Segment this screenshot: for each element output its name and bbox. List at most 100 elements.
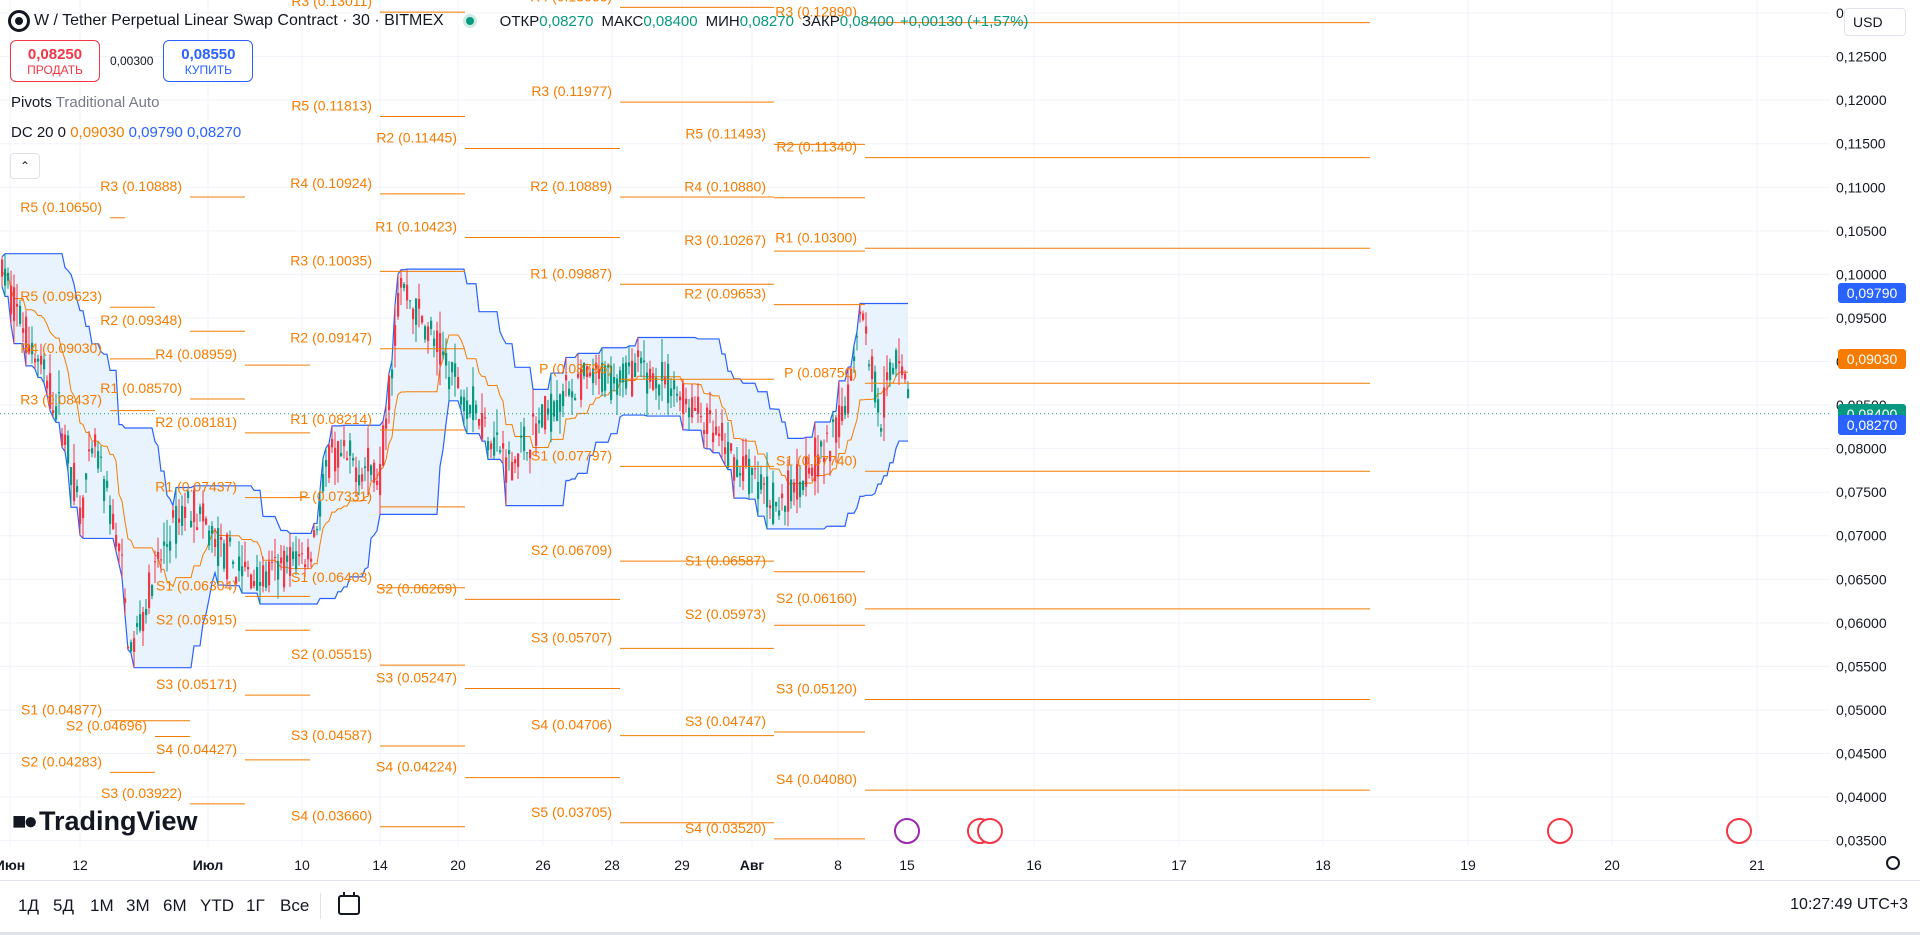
candle-body [838, 405, 841, 438]
candle-body [703, 430, 706, 434]
y-tick-label: 0,10000 [1836, 266, 1887, 282]
period-1y[interactable]: 1Г [246, 896, 265, 915]
candle-body [364, 466, 367, 469]
candle-body [199, 506, 202, 515]
candle-body [220, 537, 223, 540]
period-1d[interactable]: 1Д [18, 896, 39, 915]
y-tick-label: 0,08000 [1836, 441, 1887, 457]
period-3m[interactable]: 3М [126, 896, 150, 915]
candle-body [766, 476, 769, 508]
gear-icon[interactable] [1886, 856, 1900, 870]
period-ytd[interactable]: YTD [200, 896, 234, 915]
collapse-legend-button[interactable]: ⌃ [10, 153, 40, 179]
candle-body [223, 543, 226, 569]
pivot-label: S2 (0.06269) [376, 580, 457, 596]
logo-text: TradingView [39, 806, 198, 836]
buy-price: 0,08550 [181, 45, 236, 63]
period-all[interactable]: Все [280, 896, 310, 915]
pivots-indicator-legend[interactable]: Pivots Traditional Auto [11, 94, 159, 111]
toolbar-separator [320, 893, 321, 919]
pivot-label: R4 (0.08959) [155, 346, 237, 362]
candle-body [727, 441, 730, 468]
pivot-label: S5 (0.03705) [531, 804, 612, 820]
candle-body [664, 377, 667, 385]
sell-button[interactable]: 0,08250 ПРОДАТЬ [10, 40, 100, 82]
candle-body [88, 449, 91, 452]
period-1m[interactable]: 1М [90, 896, 114, 915]
symbol-title[interactable]: W / Tether Perpetual Linear Swap Contrac… [34, 12, 444, 29]
pivot-label: S2 (0.05973) [685, 606, 766, 622]
candle-body [730, 443, 733, 451]
candle-body [571, 391, 574, 398]
candle-body [301, 553, 304, 555]
period-6m[interactable]: 6М [163, 896, 187, 915]
pivot-label: R2 (0.08181) [155, 414, 237, 430]
dc-upper-value: 0,09030 [70, 124, 125, 141]
candle-body [109, 505, 112, 524]
candle-body [235, 576, 238, 584]
candle-body [205, 518, 208, 525]
candle-body [343, 440, 346, 447]
period-5d[interactable]: 5Д [53, 896, 74, 915]
pivot-label: S4 (0.04080) [776, 771, 857, 787]
candle-body [589, 372, 592, 377]
candle-body [457, 377, 460, 389]
high-label: МАКС [601, 12, 644, 30]
candle-body [424, 326, 427, 340]
candle-body [622, 363, 625, 383]
candle-body [331, 438, 334, 448]
candle-body [340, 452, 343, 457]
candle-body [415, 298, 418, 325]
candle-body [694, 407, 697, 411]
candle-body [526, 452, 529, 454]
pivot-label: R2 (0.09653) [684, 286, 766, 302]
clock[interactable]: 10:27:49 UTC+3 [1790, 896, 1908, 913]
candle-body [226, 534, 229, 580]
pivot-label: S3 (0.03922) [101, 785, 182, 801]
candle-body [73, 462, 76, 502]
pivot-label: S1 (0.04877) [21, 702, 102, 718]
dc-lower-line [1, 286, 908, 669]
calendar-icon[interactable] [338, 892, 360, 915]
candle-body [34, 358, 37, 363]
candle-body [613, 376, 616, 384]
candle-body [139, 614, 142, 631]
pivot-label: R4 (0.10880) [684, 179, 766, 195]
currency-select[interactable]: USD [1844, 8, 1906, 36]
candle-body [79, 507, 82, 524]
candle-body [478, 419, 481, 426]
y-tick-label: 0,11000 [1836, 179, 1886, 195]
y-tick-label: 0,12000 [1836, 92, 1887, 108]
candle-body [562, 391, 565, 407]
candle-body [511, 461, 514, 481]
y-tick-label: 0,09500 [1836, 310, 1887, 326]
candle-body [262, 565, 265, 587]
candle-body [385, 418, 388, 429]
candle-body [304, 564, 307, 568]
candle-body [103, 479, 106, 502]
candle-body [529, 449, 532, 459]
pivot-label: P (0.08796) [539, 360, 612, 376]
pivot-label: R3 (0.08437) [20, 392, 102, 408]
pivot-label: S2 (0.06709) [531, 542, 612, 558]
candle-body [397, 292, 400, 317]
candle-body [319, 501, 322, 517]
candle-body [274, 556, 277, 558]
candle-body [64, 434, 67, 445]
buy-button[interactable]: 0,08550 КУПИТЬ [163, 40, 254, 82]
pivot-label: R1 (0.10423) [375, 219, 457, 235]
dc-indicator-legend[interactable]: DC 20 0 0,09030 0,09790 0,08270 [11, 124, 241, 141]
pivot-label: R2 (0.09147) [290, 330, 372, 346]
candle-body [769, 505, 772, 509]
candle-body [520, 435, 523, 438]
candle-body [115, 535, 118, 547]
candle-body [124, 598, 127, 603]
candle-body [157, 551, 160, 559]
candle-body [379, 464, 382, 496]
candle-body [409, 300, 412, 302]
lightning-event-icon [894, 818, 920, 844]
currency-value: USD [1853, 14, 1883, 30]
candle-body [559, 394, 562, 412]
candle-body [514, 459, 517, 464]
